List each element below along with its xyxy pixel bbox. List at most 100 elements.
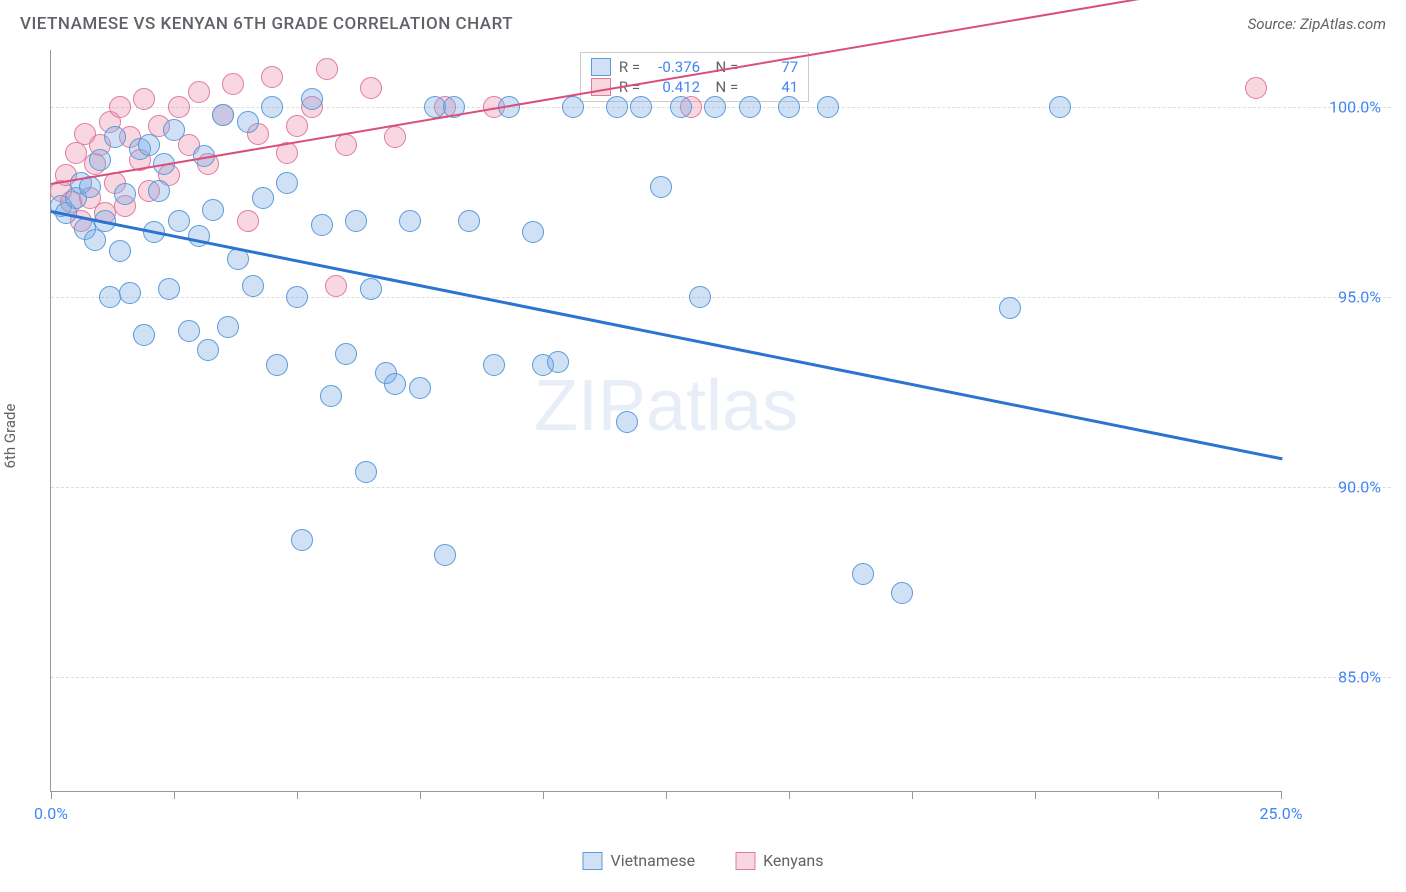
scatter-point-vietnamese: [202, 199, 224, 221]
x-tick: [789, 791, 790, 799]
legend-swatch-vietnamese: [583, 852, 603, 870]
scatter-point-vietnamese: [291, 529, 313, 551]
scatter-point-vietnamese: [483, 354, 505, 376]
scatter-point-vietnamese: [276, 172, 298, 194]
y-axis-label: 6th Grade: [1, 404, 19, 469]
legend-label-kenyans: Kenyans: [763, 851, 823, 870]
x-tick-label: 0.0%: [34, 804, 68, 823]
source-prefix: Source:: [1248, 15, 1300, 33]
scatter-point-kenyans: [325, 275, 347, 297]
scatter-point-vietnamese: [384, 373, 406, 395]
scatter-point-kenyans: [360, 77, 382, 99]
scatter-point-vietnamese: [547, 351, 569, 373]
x-tick: [51, 791, 52, 799]
scatter-point-vietnamese: [84, 229, 106, 251]
scatter-point-vietnamese: [301, 88, 323, 110]
scatter-point-vietnamese: [606, 96, 628, 118]
scatter-point-vietnamese: [286, 286, 308, 308]
legend-swatch-kenyans: [591, 78, 611, 96]
scatter-point-vietnamese: [434, 544, 456, 566]
x-tick: [174, 791, 175, 799]
scatter-point-vietnamese: [739, 96, 761, 118]
watermark: ZIPatlas: [534, 365, 798, 447]
scatter-point-vietnamese: [852, 563, 874, 585]
source-name: ZipAtlas.com: [1300, 15, 1386, 33]
scatter-point-vietnamese: [163, 119, 185, 141]
scatter-point-vietnamese: [138, 134, 160, 156]
scatter-point-vietnamese: [355, 461, 377, 483]
scatter-point-kenyans: [168, 96, 190, 118]
scatter-point-vietnamese: [999, 297, 1021, 319]
scatter-point-vietnamese: [320, 385, 342, 407]
scatter-point-vietnamese: [133, 324, 155, 346]
scatter-point-vietnamese: [99, 286, 121, 308]
scatter-point-vietnamese: [630, 96, 652, 118]
scatter-point-kenyans: [335, 134, 357, 156]
scatter-point-vietnamese: [424, 96, 446, 118]
scatter-point-kenyans: [65, 142, 87, 164]
scatter-point-vietnamese: [345, 210, 367, 232]
scatter-point-vietnamese: [522, 221, 544, 243]
scatter-point-kenyans: [261, 66, 283, 88]
scatter-point-vietnamese: [237, 111, 259, 133]
x-tick: [297, 791, 298, 799]
scatter-point-kenyans: [286, 115, 308, 137]
y-tick-label: 95.0%: [1291, 288, 1381, 307]
legend-r-label: R =: [619, 58, 640, 76]
scatter-point-vietnamese: [704, 96, 726, 118]
scatter-point-vietnamese: [212, 104, 234, 126]
scatter-point-vietnamese: [616, 411, 638, 433]
legend-label-vietnamese: Vietnamese: [611, 851, 696, 870]
x-tick: [1035, 791, 1036, 799]
grid-line: [51, 487, 1391, 488]
legend-item-vietnamese: Vietnamese: [583, 851, 696, 870]
scatter-point-vietnamese: [104, 126, 126, 148]
scatter-point-kenyans: [133, 88, 155, 110]
scatter-point-kenyans: [237, 210, 259, 232]
scatter-point-vietnamese: [168, 210, 190, 232]
x-tick-label: 25.0%: [1260, 804, 1303, 823]
scatter-point-vietnamese: [1049, 96, 1071, 118]
x-tick: [420, 791, 421, 799]
scatter-point-vietnamese: [360, 278, 382, 300]
y-tick-label: 100.0%: [1291, 98, 1381, 117]
scatter-point-kenyans: [188, 81, 210, 103]
scatter-point-vietnamese: [197, 339, 219, 361]
scatter-point-vietnamese: [562, 96, 584, 118]
x-tick: [1281, 791, 1282, 799]
watermark-zip: ZIP: [534, 366, 646, 446]
legend-n-value-kenyans: 41: [746, 78, 798, 96]
scatter-point-vietnamese: [891, 582, 913, 604]
legend-swatch-vietnamese: [591, 58, 611, 76]
chart-title: VIETNAMESE VS KENYAN 6TH GRADE CORRELATI…: [20, 14, 513, 34]
scatter-point-vietnamese: [89, 149, 111, 171]
legend-item-kenyans: Kenyans: [735, 851, 823, 870]
chart-container: 6th Grade ZIPatlas R = -0.376 N = 77 R =…: [50, 50, 1391, 822]
scatter-point-vietnamese: [335, 343, 357, 365]
chart-header: VIETNAMESE VS KENYAN 6TH GRADE CORRELATI…: [0, 0, 1406, 50]
x-tick: [666, 791, 667, 799]
y-tick-label: 85.0%: [1291, 668, 1381, 687]
scatter-point-vietnamese: [252, 187, 274, 209]
grid-line: [51, 677, 1391, 678]
scatter-point-vietnamese: [778, 96, 800, 118]
source-attribution: Source: ZipAtlas.com: [1248, 15, 1386, 33]
scatter-point-kenyans: [222, 73, 244, 95]
scatter-point-vietnamese: [311, 214, 333, 236]
x-tick: [543, 791, 544, 799]
scatter-point-kenyans: [109, 96, 131, 118]
scatter-point-kenyans: [384, 126, 406, 148]
legend-swatch-kenyans: [735, 852, 755, 870]
scatter-point-vietnamese: [266, 354, 288, 376]
scatter-point-vietnamese: [158, 278, 180, 300]
scatter-point-vietnamese: [399, 210, 421, 232]
scatter-point-vietnamese: [114, 183, 136, 205]
scatter-point-vietnamese: [458, 210, 480, 232]
scatter-point-vietnamese: [409, 377, 431, 399]
scatter-point-vietnamese: [242, 275, 264, 297]
legend-n-label: N =: [708, 78, 738, 96]
x-tick: [1158, 791, 1159, 799]
scatter-point-vietnamese: [670, 96, 692, 118]
series-legend: Vietnamese Kenyans: [583, 851, 824, 870]
plot-area: ZIPatlas R = -0.376 N = 77 R = 0.412 N =…: [50, 50, 1281, 792]
